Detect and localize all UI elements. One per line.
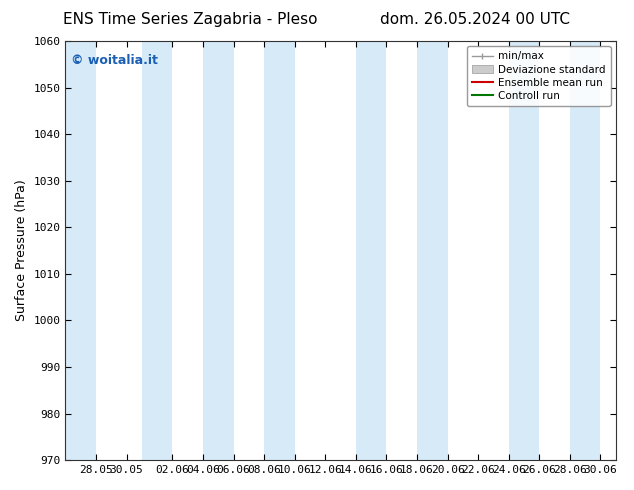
Bar bbox=[417, 41, 448, 460]
Bar bbox=[356, 41, 387, 460]
Bar bbox=[65, 41, 96, 460]
Text: © woitalia.it: © woitalia.it bbox=[71, 53, 158, 67]
Bar bbox=[142, 41, 172, 460]
Bar bbox=[264, 41, 295, 460]
Text: ENS Time Series Zagabria - Pleso: ENS Time Series Zagabria - Pleso bbox=[63, 12, 318, 27]
Text: dom. 26.05.2024 00 UTC: dom. 26.05.2024 00 UTC bbox=[380, 12, 571, 27]
Bar bbox=[570, 41, 600, 460]
Y-axis label: Surface Pressure (hPa): Surface Pressure (hPa) bbox=[15, 180, 28, 321]
Legend: min/max, Deviazione standard, Ensemble mean run, Controll run: min/max, Deviazione standard, Ensemble m… bbox=[467, 46, 611, 106]
Bar bbox=[203, 41, 233, 460]
Bar bbox=[508, 41, 540, 460]
